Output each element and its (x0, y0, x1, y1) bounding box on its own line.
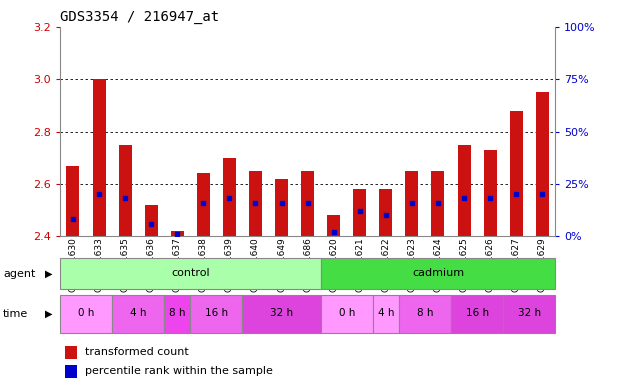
Bar (451, 295, 503, 333)
Bar (483, 150, 497, 236)
Bar (171, 231, 184, 236)
Bar (66, 166, 80, 236)
Bar (503, 295, 555, 333)
Bar (223, 158, 236, 236)
Bar (197, 173, 210, 236)
Text: 8 h: 8 h (416, 308, 433, 318)
Bar (301, 171, 314, 236)
Bar (65, 346, 77, 359)
Bar (321, 258, 555, 289)
Bar (399, 295, 451, 333)
Text: control: control (171, 268, 209, 278)
Text: 16 h: 16 h (466, 308, 488, 318)
Text: 32 h: 32 h (517, 308, 541, 318)
Text: cadmium: cadmium (412, 268, 464, 278)
Bar (60, 295, 112, 333)
Text: 0 h: 0 h (78, 308, 94, 318)
Text: 32 h: 32 h (270, 308, 293, 318)
Text: agent: agent (3, 268, 35, 279)
Bar (93, 79, 105, 236)
Text: ▶: ▶ (45, 268, 53, 279)
Text: percentile rank within the sample: percentile rank within the sample (85, 366, 273, 376)
Bar (249, 171, 262, 236)
Text: transformed count: transformed count (85, 347, 189, 357)
Bar (457, 145, 471, 236)
Text: 0 h: 0 h (338, 308, 355, 318)
Text: time: time (3, 309, 28, 319)
Text: ▶: ▶ (45, 309, 53, 319)
Bar (144, 205, 158, 236)
Bar (353, 189, 366, 236)
Bar (275, 179, 288, 236)
Bar (379, 189, 392, 236)
Bar (112, 295, 164, 333)
Bar (327, 215, 340, 236)
Bar (65, 365, 77, 378)
Bar (405, 171, 418, 236)
Text: 4 h: 4 h (377, 308, 394, 318)
Bar (536, 92, 549, 236)
Bar (60, 258, 321, 289)
Text: 8 h: 8 h (169, 308, 186, 318)
Text: GDS3354 / 216947_at: GDS3354 / 216947_at (60, 10, 219, 25)
Bar (373, 295, 399, 333)
Bar (510, 111, 522, 236)
Text: 16 h: 16 h (205, 308, 228, 318)
Bar (321, 295, 373, 333)
Bar (242, 295, 321, 333)
Text: 4 h: 4 h (130, 308, 146, 318)
Bar (191, 295, 242, 333)
Bar (119, 145, 132, 236)
Bar (164, 295, 191, 333)
Bar (432, 171, 444, 236)
